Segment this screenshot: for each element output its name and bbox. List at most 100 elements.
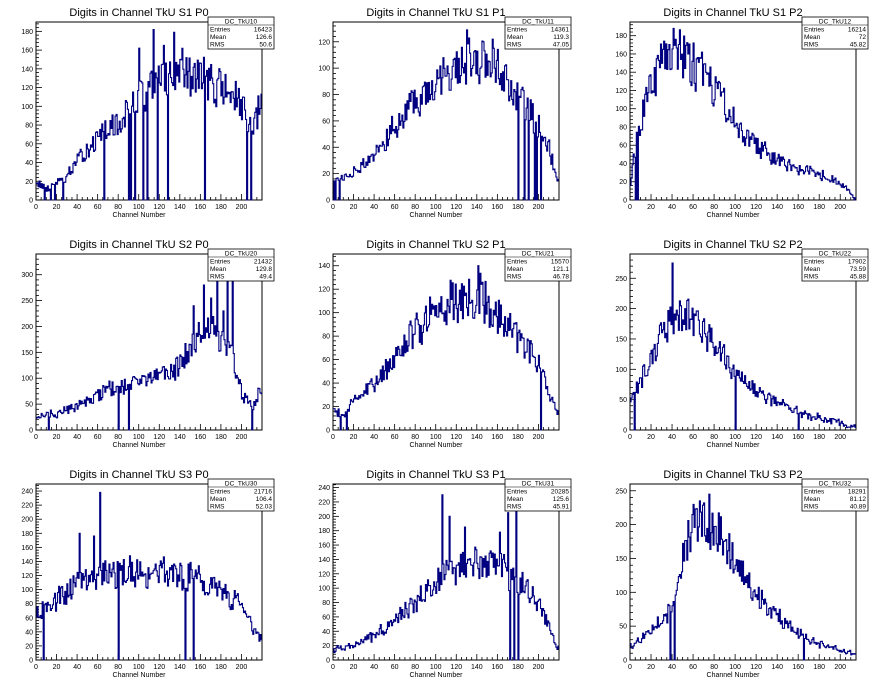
y-tick-label: 120 <box>21 85 33 92</box>
y-tick-label: 0 <box>623 658 627 665</box>
x-tick-label: 120 <box>153 434 165 441</box>
histogram-panel-5: Digits in Channel TkU S2 P1 0 20 40 60 80 100 1… <box>318 239 572 449</box>
y-tick-label: 100 <box>21 376 33 383</box>
x-tick-label: 180 <box>813 204 825 211</box>
x-tick-label: 40 <box>370 664 378 671</box>
x-tick-label: 100 <box>133 204 145 211</box>
x-tick-label: 60 <box>94 664 102 671</box>
stats-value-entries: 16423 <box>254 27 272 34</box>
y-tick-label: 240 <box>21 489 33 496</box>
x-tick-label: 160 <box>792 664 804 671</box>
y-tick-label: 200 <box>21 324 33 331</box>
y-tick-label: 60 <box>322 357 330 364</box>
y-tick-label: 140 <box>318 263 330 270</box>
stats-label-mean: Mean <box>507 266 524 273</box>
y-tick-label: 60 <box>619 143 627 150</box>
x-tick-label: 160 <box>195 204 207 211</box>
y-tick-label: 220 <box>21 503 33 510</box>
stats-value-entries: 20285 <box>551 489 569 496</box>
x-tick-label: 20 <box>350 434 358 441</box>
x-axis-label: Channel Number <box>113 672 167 679</box>
y-tick-label: 0 <box>29 198 33 205</box>
stats-label-rms: RMS <box>507 42 522 49</box>
y-tick-label: 0 <box>326 198 330 205</box>
stats-name: DC_TkU11 <box>522 19 554 26</box>
x-tick-label: 200 <box>533 664 545 671</box>
chart-title: Digits in Channel TkU S3 P0 <box>69 469 208 481</box>
stats-value-entries: 21432 <box>254 259 272 266</box>
histogram-panel-3: Digits in Channel TkU S1 P2 0 20 40 60 80 100 1… <box>615 7 869 219</box>
x-tick-label: 140 <box>771 664 783 671</box>
y-tick-label: 0 <box>29 658 33 665</box>
x-tick-label: 180 <box>813 434 825 441</box>
y-tick-label: 80 <box>322 600 330 607</box>
y-tick-label: 40 <box>322 145 330 152</box>
x-tick-label: 200 <box>236 204 248 211</box>
y-tick-label: 250 <box>615 488 627 495</box>
stats-value-entries: 18291 <box>848 489 866 496</box>
x-tick-label: 60 <box>94 434 102 441</box>
stats-value-entries: 17902 <box>848 259 866 266</box>
x-tick-label: 200 <box>834 664 846 671</box>
x-tick-label: 20 <box>647 664 655 671</box>
x-tick-label: 140 <box>771 434 783 441</box>
y-tick-label: 140 <box>21 559 33 566</box>
chart-title: Digits in Channel TkU S2 P1 <box>366 239 505 251</box>
x-tick-label: 20 <box>53 664 61 671</box>
x-tick-label: 120 <box>450 204 462 211</box>
y-tick-label: 100 <box>21 104 33 111</box>
x-axis-label: Channel Number <box>113 442 167 449</box>
stats-value-mean: 106.4 <box>256 496 273 503</box>
x-tick-label: 200 <box>533 434 545 441</box>
stats-label-rms: RMS <box>804 274 819 281</box>
stats-value-rms: 46.78 <box>553 274 570 281</box>
x-tick-label: 180 <box>215 204 227 211</box>
histogram-panel-2: Digits in Channel TkU S1 P1 0 20 40 60 80 100 1… <box>318 7 572 219</box>
y-tick-label: 0 <box>623 428 627 435</box>
y-tick-label: 0 <box>623 198 627 205</box>
y-tick-label: 20 <box>25 179 33 186</box>
x-tick-label: 60 <box>391 664 399 671</box>
y-tick-label: 140 <box>615 70 627 77</box>
histogram-series <box>333 494 559 661</box>
y-tick-label: 100 <box>318 66 330 73</box>
stats-value-mean: 121.1 <box>553 266 570 273</box>
y-tick-label: 200 <box>318 514 330 521</box>
x-tick-label: 120 <box>153 664 165 671</box>
y-tick-label: 100 <box>615 367 627 374</box>
x-axis-label: Channel Number <box>113 212 167 219</box>
y-tick-label: 50 <box>25 402 33 409</box>
x-tick-label: 0 <box>34 204 38 211</box>
y-tick-label: 140 <box>21 66 33 73</box>
x-tick-label: 180 <box>813 664 825 671</box>
chart-title: Digits in Channel TkU S1 P1 <box>366 7 505 19</box>
histogram-series <box>36 261 262 431</box>
y-tick-label: 160 <box>21 545 33 552</box>
stats-value-entries: 16214 <box>848 27 866 34</box>
y-tick-label: 100 <box>615 590 627 597</box>
y-tick-label: 100 <box>318 586 330 593</box>
stats-label-entries: Entries <box>804 27 825 34</box>
stats-label-mean: Mean <box>210 266 227 273</box>
y-tick-label: 100 <box>21 587 33 594</box>
stats-label-mean: Mean <box>210 496 227 503</box>
stats-name: DC_TkU31 <box>522 481 555 488</box>
histogram-series <box>36 491 262 661</box>
y-tick-label: 0 <box>326 428 330 435</box>
stats-value-entries: 14361 <box>551 27 569 34</box>
x-tick-label: 200 <box>834 434 846 441</box>
x-tick-label: 80 <box>114 434 122 441</box>
y-tick-label: 200 <box>21 517 33 524</box>
stats-value-mean: 126.6 <box>256 34 273 41</box>
y-tick-label: 180 <box>615 33 627 40</box>
x-tick-label: 20 <box>350 664 358 671</box>
stats-label-entries: Entries <box>507 259 528 266</box>
y-tick-label: 60 <box>322 614 330 621</box>
